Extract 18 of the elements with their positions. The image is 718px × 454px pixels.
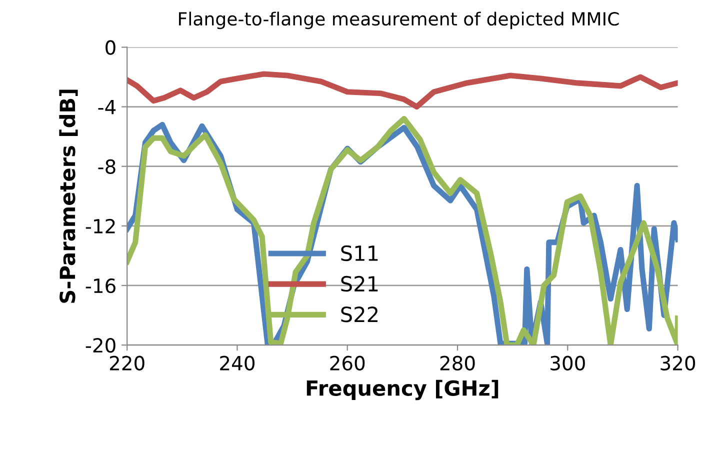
y-tick-label: -4 <box>98 100 116 114</box>
legend-label: S11 <box>341 245 378 262</box>
y-tick-label: -20 <box>86 338 116 353</box>
legend-label: S21 <box>341 276 378 292</box>
y-tick-label: -12 <box>86 218 115 234</box>
y-axis-title: S-Parameters [dB] <box>59 90 78 303</box>
legend-label: S22 <box>341 306 378 322</box>
x-tick-label: 280 <box>440 356 475 371</box>
x-tick-label: 300 <box>550 356 585 371</box>
y-tick-label: 0 <box>106 40 116 55</box>
chart-title: Flange-to-flange measurement of depicted MMIC <box>179 12 619 30</box>
x-tick-label: 220 <box>110 356 144 371</box>
x-axis-title: Frequency [GHz] <box>306 380 498 400</box>
x-tick-label: 260 <box>330 356 365 371</box>
y-tick-label: -8 <box>98 159 116 174</box>
x-tick-label: 240 <box>220 356 254 371</box>
y-tick-label: -16 <box>86 278 116 294</box>
x-tick-label: 320 <box>660 356 696 371</box>
